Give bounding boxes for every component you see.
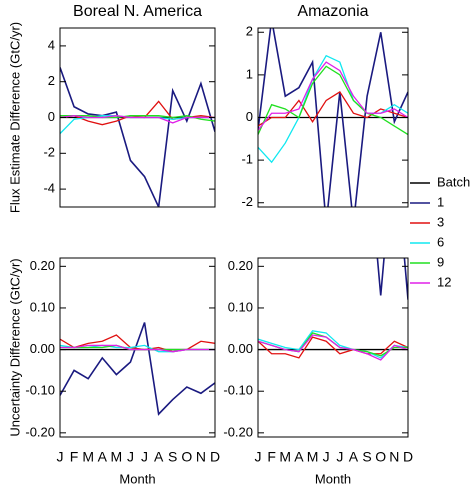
- series-line: [60, 322, 215, 416]
- x-tick-label: O: [181, 449, 192, 465]
- x-tick-label: N: [389, 449, 399, 465]
- series-line: [258, 91, 408, 127]
- plot-frame: [257, 27, 409, 208]
- x-tick-label: D: [403, 449, 413, 465]
- x-tick-label: J: [336, 449, 343, 465]
- series-line: [258, 61, 408, 131]
- y-tick-label: 0.10: [228, 299, 253, 314]
- x-tick-label: M: [279, 449, 291, 465]
- series-line: [258, 332, 408, 357]
- y-tick-label: -0.10: [25, 383, 55, 398]
- y-tick-label: 0.20: [228, 258, 253, 273]
- x-tick-label: J: [141, 449, 148, 465]
- y-tick-label: 0: [246, 109, 253, 124]
- legend-label: 9: [437, 254, 444, 269]
- y-tick-label: -1: [241, 152, 253, 167]
- series-line: [60, 100, 215, 126]
- x-axis-label: Month: [119, 471, 155, 486]
- plot-frame: [59, 27, 216, 208]
- x-tick-label: S: [362, 449, 371, 465]
- x-tick-label: F: [267, 449, 276, 465]
- x-tick-label: S: [168, 449, 177, 465]
- y-tick-label: -2: [43, 145, 55, 160]
- legend-label: 1: [437, 194, 444, 209]
- x-tick-label: J: [255, 449, 262, 465]
- y-tick-label: -4: [43, 181, 55, 196]
- y-tick-label: -0.20: [25, 424, 55, 439]
- x-tick-label: A: [154, 449, 164, 465]
- x-tick-label: M: [307, 449, 319, 465]
- plot-frame: [257, 257, 409, 438]
- series-line: [60, 115, 215, 122]
- series-line: [60, 115, 215, 124]
- legend-label: 12: [437, 274, 451, 289]
- y-tick-label: 2: [48, 73, 55, 88]
- y-tick-label: 0: [48, 109, 55, 124]
- y-tick-label: -0.10: [223, 383, 253, 398]
- x-tick-label: D: [210, 449, 220, 465]
- y-tick-label: 1: [246, 66, 253, 81]
- y-tick-label: 4: [48, 37, 55, 52]
- series-line: [258, 65, 408, 136]
- series-line: [258, 330, 408, 359]
- x-tick-label: J: [57, 449, 64, 465]
- panel-title: Amazonia: [297, 3, 368, 20]
- series-line: [60, 344, 215, 353]
- y-tick-label: 2: [246, 24, 253, 39]
- x-tick-label: M: [111, 449, 123, 465]
- y-tick-label: -2: [241, 194, 253, 209]
- plot-frame: [59, 257, 216, 438]
- x-axis-label: Month: [315, 471, 351, 486]
- x-tick-label: N: [196, 449, 206, 465]
- x-tick-label: A: [349, 449, 359, 465]
- series-line: [258, 334, 408, 361]
- x-tick-label: M: [82, 449, 94, 465]
- y-tick-label: -0.20: [223, 424, 253, 439]
- series-line: [60, 115, 215, 135]
- series-line: [60, 334, 215, 353]
- legend-label: Batch: [437, 174, 470, 189]
- series-line: [258, 54, 408, 164]
- x-tick-label: A: [294, 449, 304, 465]
- series-line: [258, 336, 408, 359]
- legend-label: 3: [437, 214, 444, 229]
- x-tick-label: J: [323, 449, 330, 465]
- y-tick-label: 0.00: [30, 341, 55, 356]
- series-line: [60, 67, 215, 207]
- x-tick-label: A: [98, 449, 108, 465]
- y-axis-label: Flux Estimate Difference (GtC/yr): [7, 22, 22, 213]
- panel-title: Boreal N. America: [73, 3, 202, 20]
- y-tick-label: 0.20: [30, 258, 55, 273]
- x-tick-label: F: [70, 449, 79, 465]
- x-tick-label: J: [127, 449, 134, 465]
- y-axis-label: Uncertainty Difference (GtC/yr): [7, 258, 22, 436]
- y-tick-label: 0.10: [30, 299, 55, 314]
- legend-label: 6: [437, 234, 444, 249]
- series-line: [376, 258, 408, 300]
- x-tick-label: O: [375, 449, 386, 465]
- y-tick-label: 0.00: [228, 341, 253, 356]
- series-line: [258, 28, 408, 207]
